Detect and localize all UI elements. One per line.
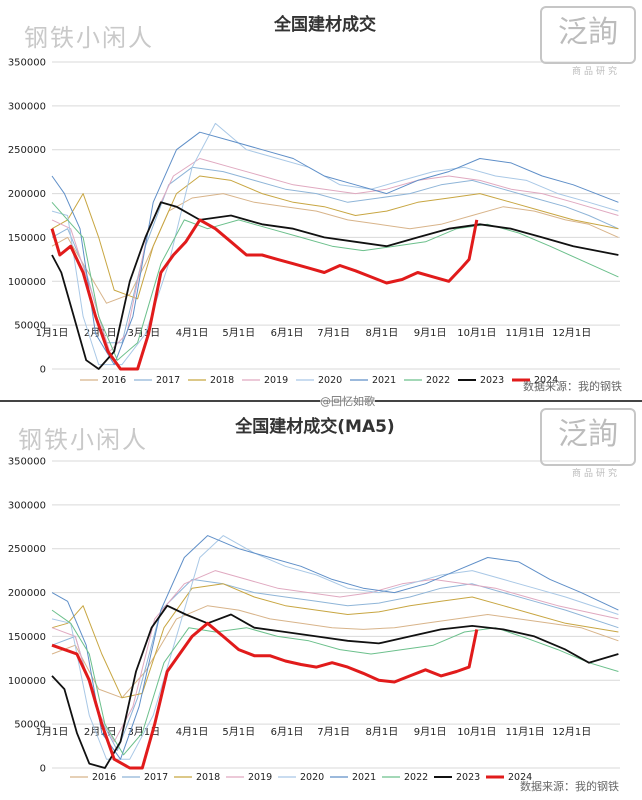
series-line-2019 [51,570,619,743]
brand-logo: 泛詢 [540,6,636,64]
legend-label: 2024 [508,772,532,783]
series-line-2018 [51,175,619,300]
legend-label: 2018 [210,375,234,386]
y-axis: 0 50000 100000 150000 200000 250000 300000 3500… [8,457,620,775]
y-tick-label: 100000 [8,676,46,687]
x-tick-label: 11月1日 [506,726,545,738]
chart-svg: 全国建材成交(MA5) 0 50000 100000 150000 200000 2500… [8,416,620,783]
x-tick-label: 10月1日 [457,726,496,738]
y-tick-label: 250000 [8,145,46,156]
series-line-2019 [51,158,619,352]
y-axis: 0 50000 100000 150000 200000 250000 300000 3500… [8,58,620,376]
y-tick-label: 300000 [8,101,46,112]
series-line-2020 [51,535,619,760]
series-group [51,535,619,770]
legend-label: 2022 [426,375,450,386]
source-label: 数据来源：我的钢铁 [520,780,619,793]
x-tick-label: 12月1日 [552,726,591,738]
x-tick-label: 7月1日 [317,327,350,339]
legend-label: 2020 [300,772,324,783]
y-tick-label: 50000 [14,321,46,332]
x-tick-label: 4月1日 [176,327,209,339]
legend-label: 2024 [534,375,558,386]
y-tick-label: 350000 [8,58,46,69]
x-tick-label: 6月1日 [271,327,304,339]
legend-label: 2016 [102,375,126,386]
legend-label: 2018 [196,772,220,783]
series-line-2020 [51,122,619,366]
chart-title: 全国建材成交(MA5) [234,416,394,437]
series-line-2018 [51,583,619,699]
x-tick-label: 1月1日 [36,726,69,738]
y-tick-label: 200000 [8,588,46,599]
legend: 2016 2017 2018 2019 2020 2021 2022 2023 2024 [70,772,532,783]
x-tick-label: 3月1日 [127,327,160,339]
brand-logo-sub: 商品研究 [572,469,621,479]
y-tick-label: 300000 [8,500,46,511]
x-tick-label: 5月1日 [222,327,255,339]
series-line-2021 [51,131,619,366]
watermark-text: 钢铁小闲人 [18,426,148,454]
y-tick-label: 100000 [8,277,46,288]
x-tick-label: 11月1日 [506,327,545,339]
chart-panel-top: 全国建材成交 0 50000 100000 150000 200000 250000 300… [8,6,636,393]
series-line-2024 [51,621,479,770]
brand-logo-sub: 商品研究 [572,67,621,77]
legend-label: 2017 [144,772,168,783]
brand-logo: 泛詢 [540,408,636,466]
source-label: 数据来源：我的钢铁 [523,380,622,393]
x-tick-label: 9月1日 [414,726,447,738]
x-tick-label: 8月1日 [366,327,399,339]
x-tick-label: 12月1日 [552,327,591,339]
legend-label: 2017 [156,375,180,386]
x-tick-label: 10月1日 [457,327,496,339]
series-line-2024 [50,218,479,371]
x-axis: 1月1日 2月1日 3月1日 4月1日 5月1日 6月1日 7月1日 8月1日 9月1日 10月1… [36,327,592,339]
series-line-2022 [51,609,619,756]
series-line-2023 [51,201,619,370]
x-tick-label: 1月1日 [36,327,69,339]
x-tick-label: 4月1日 [176,726,209,738]
series-group [50,122,619,371]
y-tick-label: 250000 [8,544,46,555]
x-tick-label: 8月1日 [366,726,399,738]
legend-label: 2020 [318,375,342,386]
series-line-2017 [51,166,619,344]
chart-panel-bottom: 全国建材成交(MA5) 0 50000 100000 150000 200000 2500… [0,402,642,800]
y-tick-label: 0 [40,365,46,376]
legend-label: 2021 [372,375,396,386]
legend-label: 2021 [352,772,376,783]
y-tick-label: 150000 [8,233,46,244]
legend-label: 2019 [248,772,272,783]
x-tick-label: 9月1日 [414,327,447,339]
x-tick-label: 7月1日 [317,726,350,738]
x-tick-label: 6月1日 [271,726,304,738]
legend-label: 2023 [480,375,504,386]
legend-label: 2019 [264,375,288,386]
y-tick-label: 50000 [14,720,46,731]
legend-label: 2016 [92,772,116,783]
y-tick-label: 0 [40,764,46,775]
legend-label: 2023 [456,772,480,783]
legend: 2016 2017 2018 2019 2020 2021 2022 2023 2024 [80,375,558,386]
y-tick-label: 150000 [8,632,46,643]
series-line-2023 [51,604,619,769]
series-line-2016 [51,605,619,699]
series-line-2016 [51,193,619,304]
chart-title: 全国建材成交 [273,14,376,35]
x-tick-label: 5月1日 [222,726,255,738]
series-line-2022 [51,201,619,361]
y-tick-label: 200000 [8,189,46,200]
weibo-tag: @回忆如歌 [320,393,375,409]
series-line-2021 [51,535,619,760]
chart-svg: 全国建材成交 0 50000 100000 150000 200000 250000 300… [8,14,620,386]
x-axis: 1月1日 2月1日 3月1日 4月1日 5月1日 6月1日 7月1日 8月1日 9月1日 10月1… [36,726,592,738]
legend-label: 2022 [404,772,428,783]
watermark-text: 钢铁小闲人 [24,24,154,52]
y-tick-label: 350000 [8,457,46,468]
